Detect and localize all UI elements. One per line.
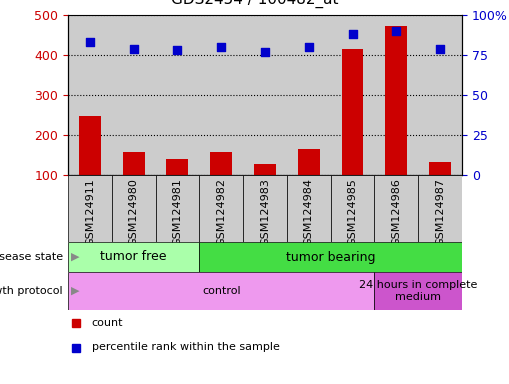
Text: count: count <box>92 318 123 328</box>
Point <box>173 47 181 53</box>
Text: GDS2454 / 100482_at: GDS2454 / 100482_at <box>171 0 338 8</box>
Point <box>86 39 94 45</box>
Text: ▶: ▶ <box>70 286 79 296</box>
Bar <box>287 15 330 175</box>
Bar <box>417 175 461 242</box>
Bar <box>199 242 461 272</box>
Point <box>348 31 356 37</box>
Point <box>435 46 443 52</box>
Text: GSM124982: GSM124982 <box>216 178 226 247</box>
Bar <box>417 15 461 175</box>
Text: tumor free: tumor free <box>100 250 166 263</box>
Bar <box>341 49 363 215</box>
Point <box>217 44 225 50</box>
Bar <box>253 164 275 215</box>
Bar <box>385 26 407 215</box>
Point <box>129 46 137 52</box>
Bar <box>287 175 330 242</box>
Bar <box>429 162 450 215</box>
Text: percentile rank within the sample: percentile rank within the sample <box>92 343 279 353</box>
Text: ▶: ▶ <box>70 252 79 262</box>
Text: GSM124981: GSM124981 <box>172 178 182 246</box>
Bar <box>243 175 287 242</box>
Bar <box>155 15 199 175</box>
Point <box>261 49 269 55</box>
Bar <box>68 242 199 272</box>
Text: disease state: disease state <box>0 252 63 262</box>
Bar <box>330 175 374 242</box>
Text: GSM124985: GSM124985 <box>347 178 357 246</box>
Text: growth protocol: growth protocol <box>0 286 63 296</box>
Bar <box>374 15 417 175</box>
Bar <box>155 175 199 242</box>
Text: control: control <box>202 286 240 296</box>
Bar <box>166 159 188 215</box>
Bar <box>79 116 101 215</box>
Bar <box>374 272 461 310</box>
Bar <box>199 175 243 242</box>
Point <box>304 44 312 50</box>
Bar <box>111 175 155 242</box>
Bar <box>68 272 374 310</box>
Text: GSM124983: GSM124983 <box>260 178 269 246</box>
Bar <box>243 15 287 175</box>
Bar <box>297 149 319 215</box>
Text: GSM124986: GSM124986 <box>390 178 401 246</box>
Bar <box>199 15 243 175</box>
Bar <box>111 15 155 175</box>
Text: GSM124984: GSM124984 <box>303 178 313 247</box>
Text: GSM124980: GSM124980 <box>128 178 138 246</box>
Bar <box>68 15 111 175</box>
Bar <box>374 175 417 242</box>
Text: GSM124911: GSM124911 <box>84 178 95 246</box>
Bar <box>123 152 145 215</box>
Text: 24 hours in complete
medium: 24 hours in complete medium <box>358 280 476 302</box>
Bar <box>210 152 232 215</box>
Text: tumor bearing: tumor bearing <box>286 250 375 263</box>
Text: GSM124987: GSM124987 <box>434 178 444 247</box>
Bar <box>68 175 111 242</box>
Bar <box>330 15 374 175</box>
Point <box>391 28 400 34</box>
